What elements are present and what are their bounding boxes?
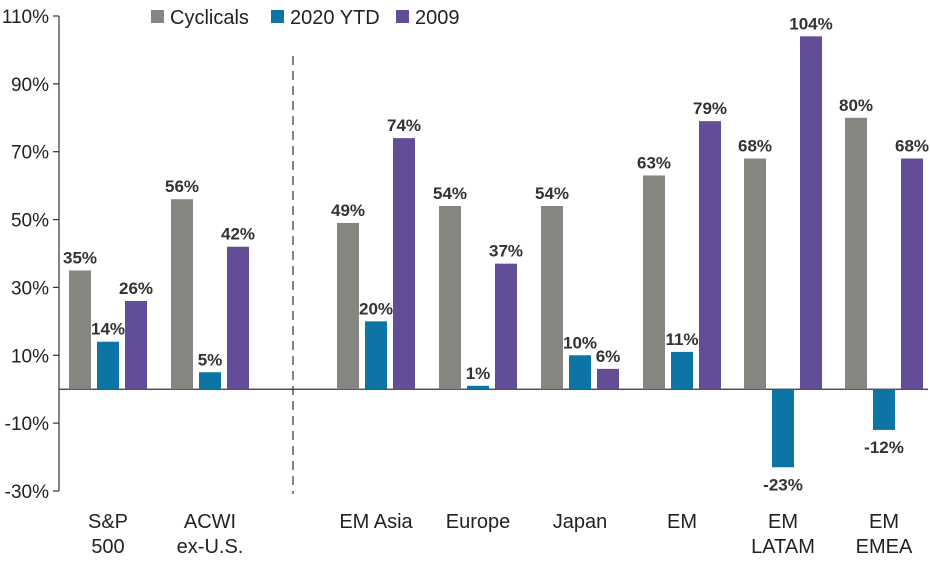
x-axis: S&P 500 ACWI ex-U.S. EM Asia Europe Japan EM EM L… bbox=[88, 511, 913, 558]
data-label: 54% bbox=[433, 184, 467, 203]
data-label: -12% bbox=[864, 438, 904, 457]
bar bbox=[800, 36, 822, 390]
x-category-label: ACWI bbox=[184, 511, 236, 533]
legend-swatch bbox=[271, 10, 284, 23]
x-category-label: EMEA bbox=[856, 536, 913, 558]
bar bbox=[772, 389, 794, 468]
x-category-label: EM Asia bbox=[339, 511, 413, 533]
data-label: 49% bbox=[331, 201, 365, 220]
data-label: 68% bbox=[738, 137, 772, 156]
bar bbox=[171, 199, 193, 390]
data-label: 14% bbox=[91, 320, 125, 339]
bar bbox=[699, 121, 721, 390]
y-tick-label: 50% bbox=[11, 211, 49, 232]
y-tick-label: 30% bbox=[11, 278, 49, 299]
data-label: 56% bbox=[165, 177, 199, 196]
bar bbox=[495, 263, 517, 390]
data-label: 42% bbox=[221, 225, 255, 244]
data-label: 11% bbox=[665, 330, 698, 349]
legend-swatch bbox=[396, 10, 409, 23]
data-label: 80% bbox=[839, 96, 873, 115]
legend-swatch bbox=[151, 10, 164, 23]
data-label: 26% bbox=[119, 279, 153, 298]
data-label: 68% bbox=[895, 137, 929, 156]
bar bbox=[69, 270, 91, 390]
x-category-label: LATAM bbox=[751, 536, 815, 558]
data-label: 5% bbox=[198, 350, 223, 369]
data-label: -23% bbox=[763, 475, 803, 494]
x-category-label: 500 bbox=[91, 536, 124, 558]
bar bbox=[199, 372, 221, 390]
bar bbox=[845, 117, 867, 390]
y-tick-label: 90% bbox=[11, 75, 49, 96]
x-category-label: EM bbox=[667, 511, 697, 533]
data-label: 104% bbox=[789, 14, 832, 33]
x-category-label: ex-U.S. bbox=[177, 536, 244, 558]
data-label: 20% bbox=[359, 299, 393, 318]
x-category-label: EM bbox=[768, 511, 798, 533]
x-category-label: Europe bbox=[446, 511, 511, 533]
bars bbox=[69, 36, 923, 468]
data-label: 74% bbox=[387, 116, 421, 135]
x-category-label: EM bbox=[869, 511, 899, 533]
bar bbox=[541, 206, 563, 390]
data-label: 10% bbox=[563, 333, 597, 352]
bar bbox=[125, 301, 147, 390]
y-tick-label: -30% bbox=[5, 482, 49, 503]
y-tick-label: 70% bbox=[11, 143, 49, 164]
y-tick-label: -10% bbox=[5, 414, 49, 435]
data-label: 6% bbox=[596, 347, 621, 366]
data-label: 54% bbox=[535, 184, 569, 203]
legend-label: Cyclicals bbox=[170, 7, 249, 29]
bar bbox=[597, 368, 619, 390]
bar bbox=[569, 355, 591, 390]
bar bbox=[97, 341, 119, 390]
bar bbox=[873, 389, 895, 430]
bar bbox=[337, 222, 359, 390]
data-label: 35% bbox=[63, 248, 97, 267]
legend-label: 2020 YTD bbox=[290, 7, 380, 29]
bar bbox=[365, 321, 387, 390]
data-label: 79% bbox=[693, 99, 727, 118]
x-category-label: Japan bbox=[553, 511, 608, 533]
bar bbox=[901, 158, 923, 390]
bar bbox=[393, 138, 415, 390]
y-tick-label: 110% bbox=[2, 7, 49, 28]
bar bbox=[671, 351, 693, 390]
data-labels: 35% 56% 49% 54% 54% 63% 68% 80% 14% 5% 20% 1% 10% 11%… bbox=[63, 14, 929, 494]
y-tick-label: 10% bbox=[11, 346, 49, 367]
bar bbox=[744, 158, 766, 390]
bar bbox=[643, 175, 665, 390]
data-label: 1% bbox=[466, 364, 491, 383]
x-category-label: S&P bbox=[88, 511, 128, 533]
data-label: 37% bbox=[489, 242, 523, 261]
legend-label: 2009 bbox=[415, 7, 460, 29]
data-label: 63% bbox=[637, 153, 671, 172]
legend: Cyclicals 2020 YTD 2009 bbox=[151, 7, 460, 29]
bar bbox=[467, 385, 489, 390]
bar bbox=[227, 246, 249, 390]
bar bbox=[439, 206, 461, 390]
